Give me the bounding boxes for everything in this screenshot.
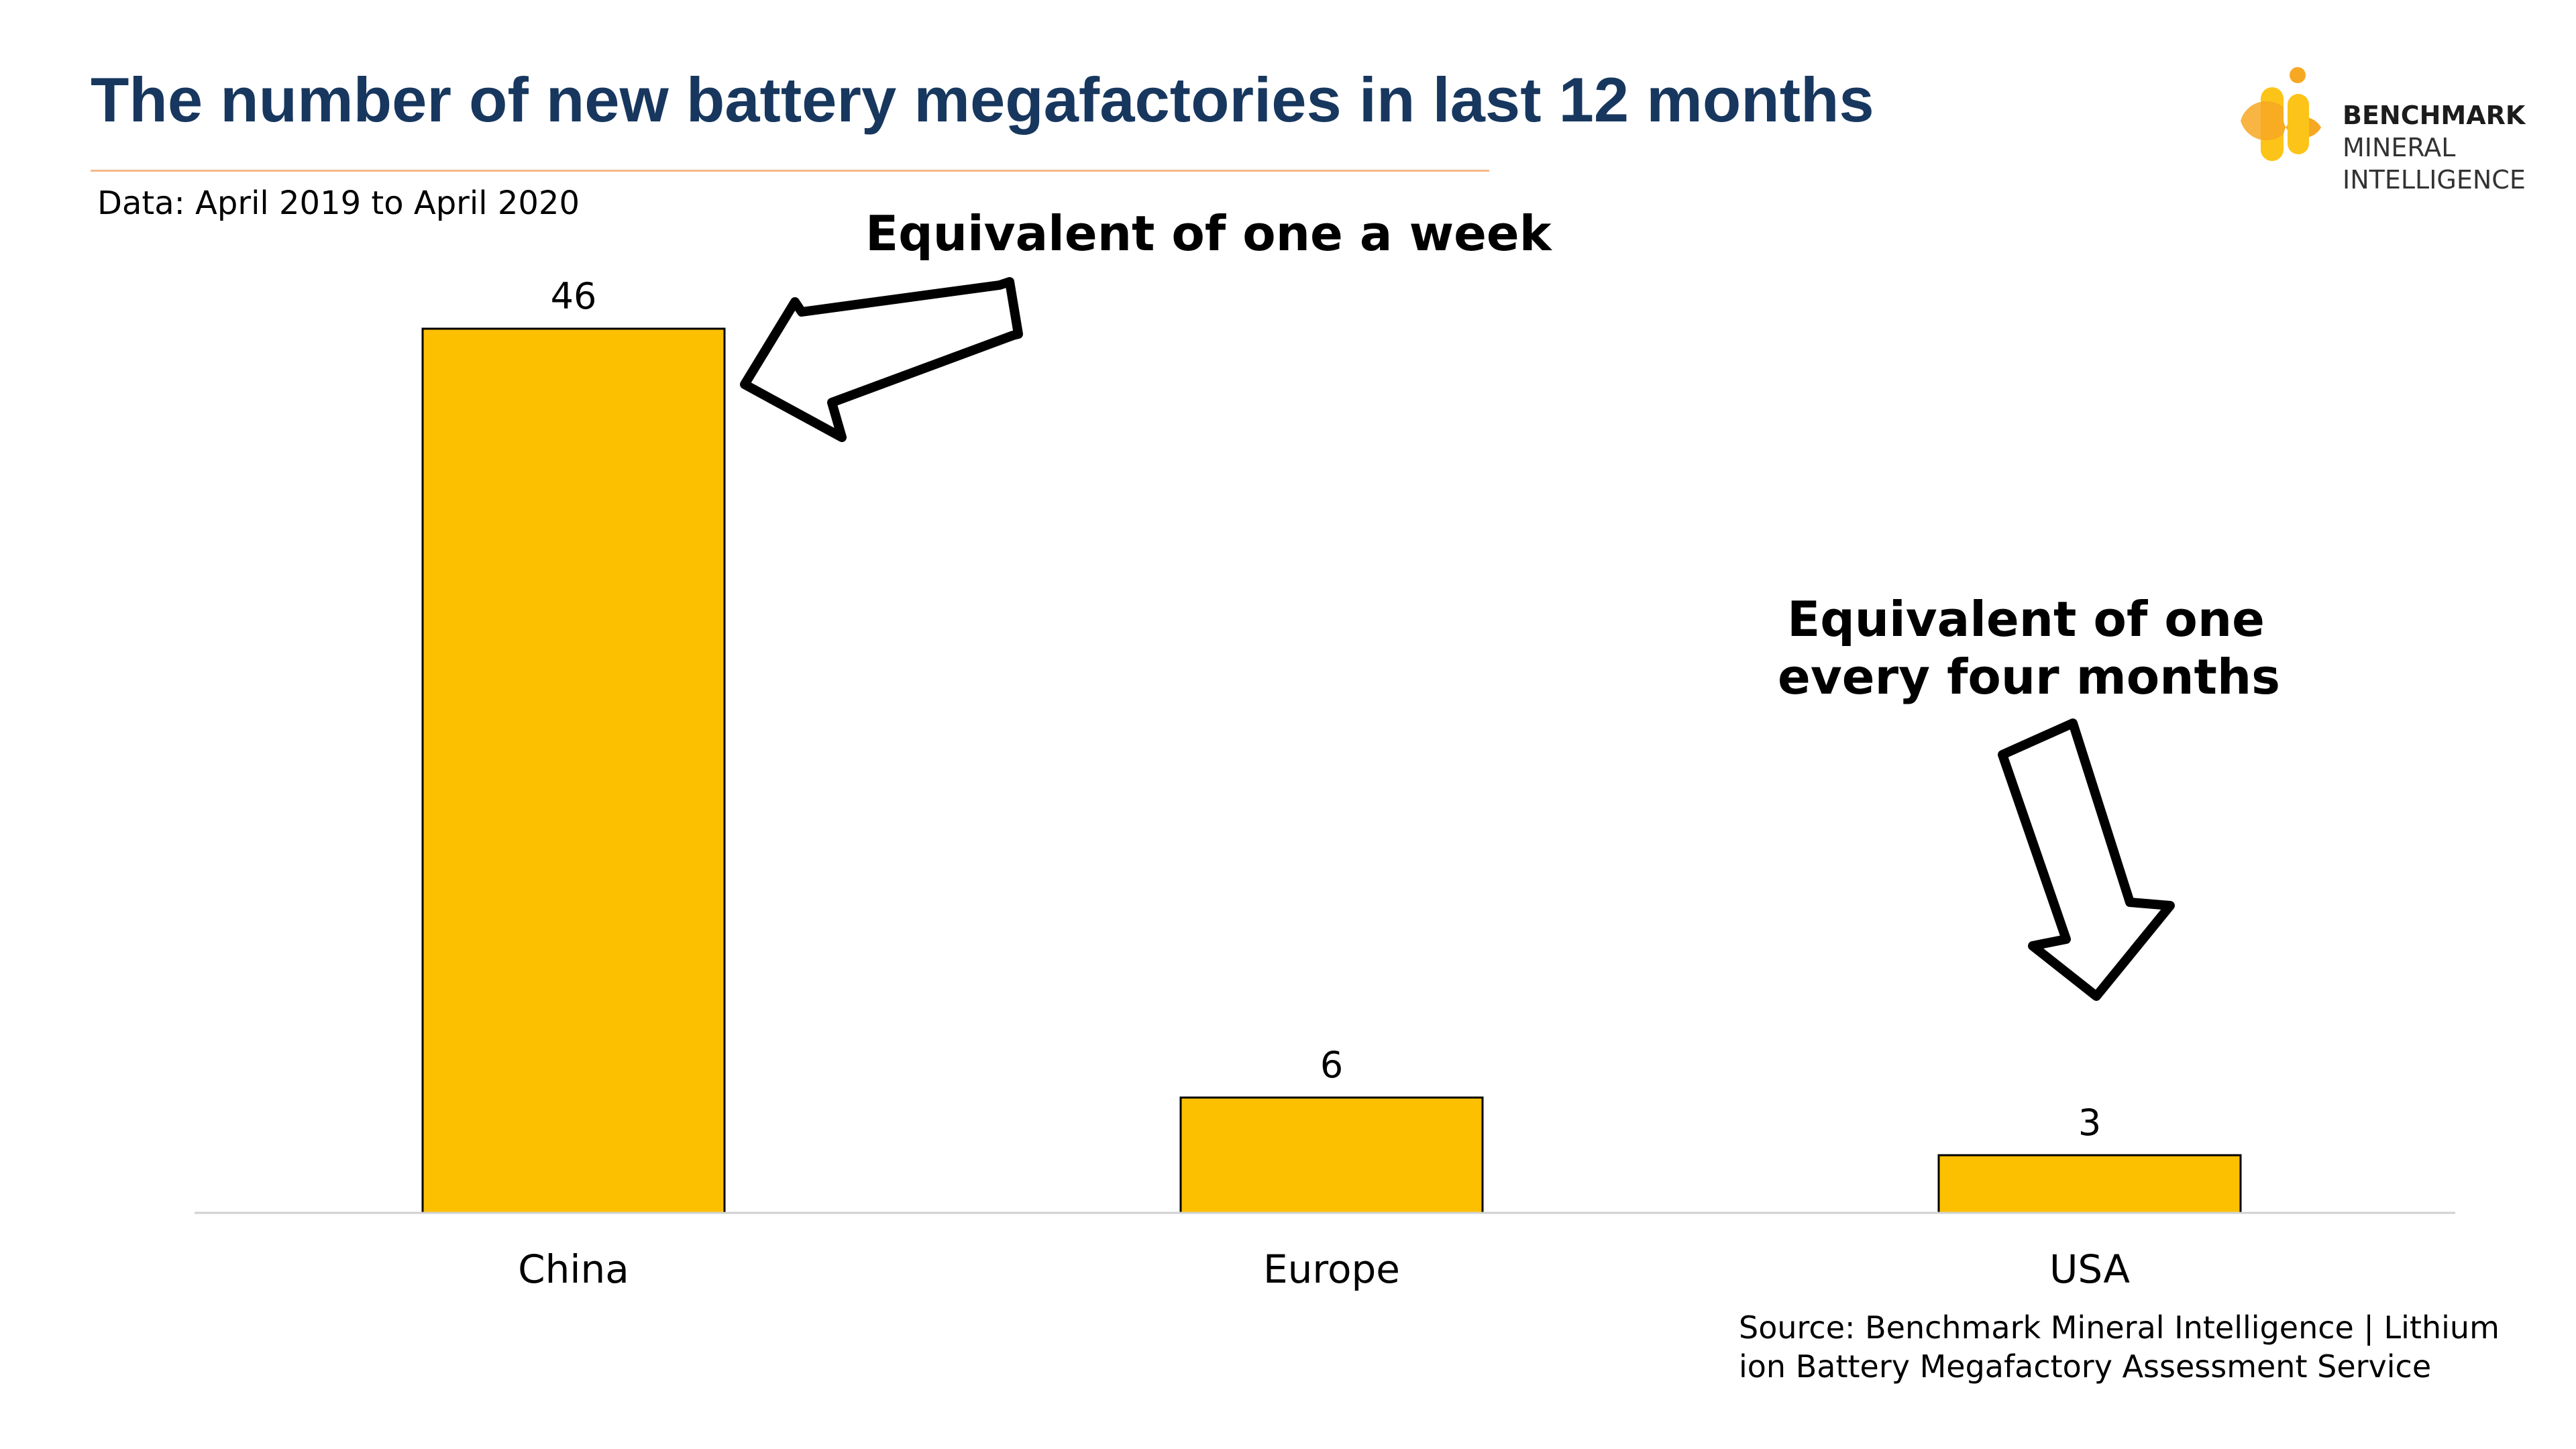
- chart-title: The number of new battery megafactories …: [91, 64, 1874, 135]
- title-divider: [91, 170, 1489, 172]
- x-tick-label-europe: Europe: [1263, 1246, 1400, 1292]
- chart-subtitle: Data: April 2019 to April 2020: [97, 184, 580, 222]
- logo-line-2: MINERAL: [2343, 133, 2456, 162]
- x-tick-label-usa: USA: [2049, 1246, 2130, 1292]
- annotation-usa-line-2: every four months: [1778, 649, 2281, 705]
- data-label-usa: 3: [2078, 1102, 2101, 1144]
- annotation-china: Equivalent of one a week: [865, 205, 1552, 262]
- bar-china: [421, 327, 726, 1214]
- data-label-china: 46: [551, 275, 597, 317]
- annotation-usa: Equivalent of one every four months: [1778, 590, 2281, 706]
- annotation-usa-line-1: Equivalent of one: [1787, 591, 2265, 647]
- bar-europe: [1179, 1096, 1484, 1214]
- logo-line-1: BENCHMARK: [2343, 101, 2526, 130]
- x-tick-label-china: China: [518, 1246, 629, 1292]
- source-note: Source: Benchmark Mineral Intelligence |…: [1739, 1309, 2500, 1385]
- arrow-china-icon: [740, 277, 1023, 442]
- arrow-usa-icon: [1998, 718, 2175, 1001]
- benchmark-logo-icon: [2241, 67, 2321, 161]
- logo-line-3: INTELLIGENCE: [2343, 165, 2526, 195]
- bar-usa: [1937, 1154, 2242, 1214]
- logo-wordmark: BENCHMARK MINERAL INTELLIGENCE: [2343, 99, 2526, 196]
- data-label-europe: 6: [1320, 1044, 1343, 1086]
